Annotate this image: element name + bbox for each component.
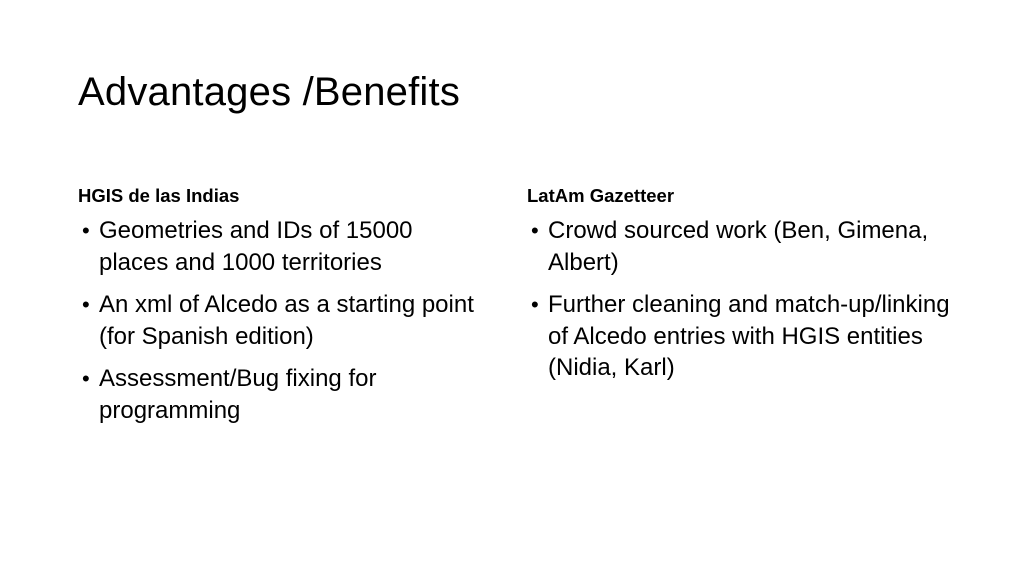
bullet-text: An xml of Alcedo as a starting point (fo…: [99, 291, 474, 350]
slide-title: Advantages /Benefits: [78, 70, 461, 114]
bullet-icon: •: [531, 292, 539, 317]
bullet-item: • Further cleaning and match-up/linking o…: [527, 289, 967, 384]
bullet-icon: •: [82, 366, 90, 391]
bullet-item: • Geometries and IDs of 15000 places and …: [78, 215, 478, 278]
bullet-text: Geometries and IDs of 15000 places and 1…: [99, 217, 413, 276]
bullet-item: • Assessment/Bug fixing for programming: [78, 363, 478, 426]
bullet-list: • Crowd sourced work (Ben, Gimena, Albert…: [527, 215, 967, 384]
column-heading: HGIS de las Indias: [78, 185, 240, 206]
column-latam-gazetteer: LatAm Gazetteer • Crowd sourced work (Ben…: [527, 183, 967, 395]
bullet-icon: •: [82, 218, 90, 243]
bullet-text: Further cleaning and match-up/linking of…: [548, 291, 950, 381]
bullet-text: Assessment/Bug fixing for programming: [99, 365, 377, 424]
bullet-list: • Geometries and IDs of 15000 places and …: [78, 215, 478, 426]
column-hgis-de-las-indias: HGIS de las Indias • Geometries and IDs o…: [78, 183, 478, 437]
bullet-text: Crowd sourced work (Ben, Gimena, Albert): [548, 217, 929, 276]
bullet-icon: •: [82, 292, 90, 317]
bullet-item: • An xml of Alcedo as a starting point (f…: [78, 289, 478, 352]
bullet-item: • Crowd sourced work (Ben, Gimena, Albert…: [527, 215, 967, 278]
bullet-icon: •: [531, 218, 539, 243]
column-heading: LatAm Gazetteer: [527, 185, 675, 206]
